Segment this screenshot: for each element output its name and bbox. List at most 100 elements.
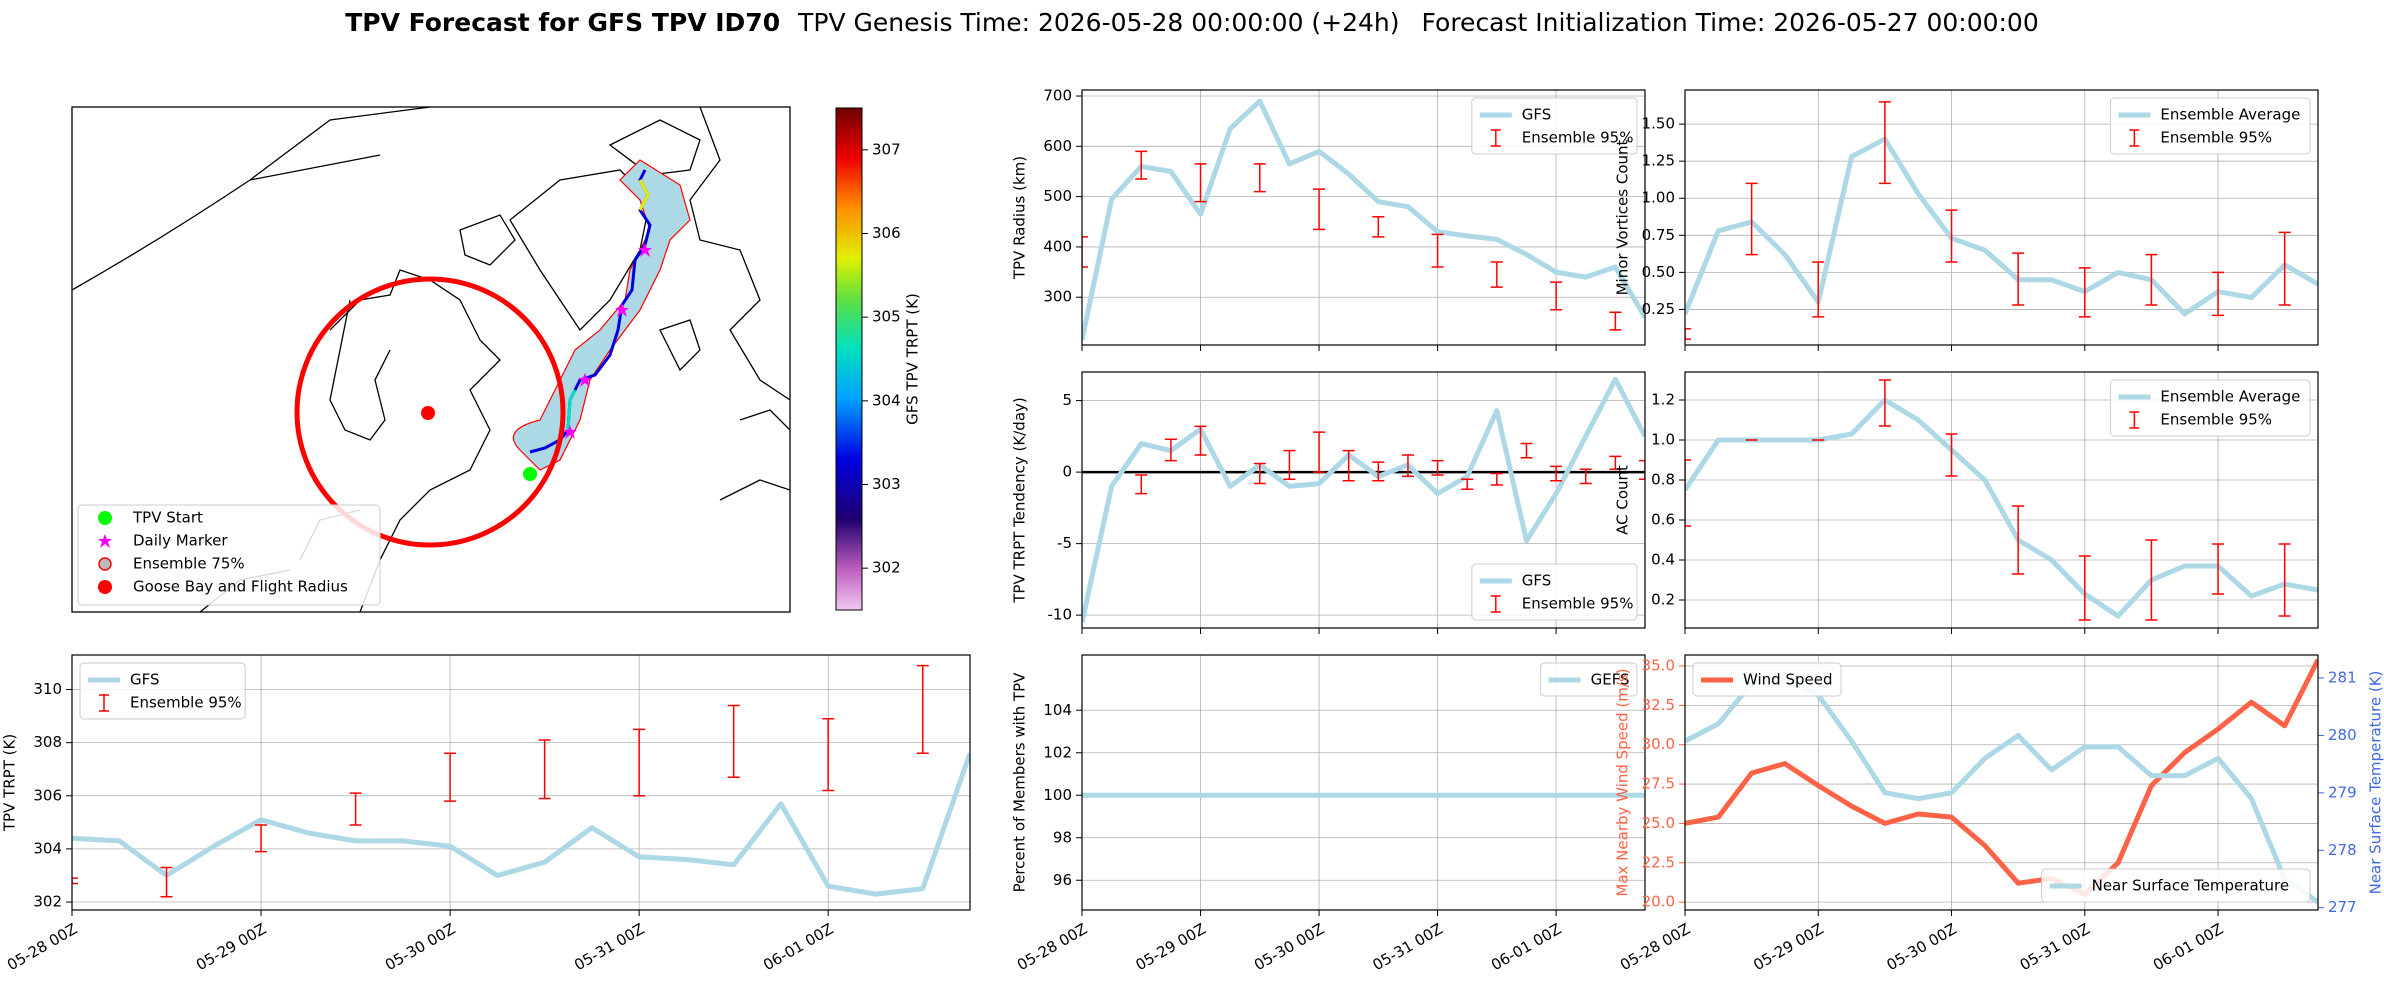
legend-marker [98, 580, 112, 594]
x-tick-label: 05-28 00Z [1014, 920, 1090, 974]
y-axis-label: TPV Radius (km) [1011, 156, 1029, 280]
x-tick-label: 05-29 00Z [1132, 920, 1208, 974]
legend: GFS Ensemble 95% [79, 662, 246, 720]
genesis-time: TPV Genesis Time: 2026-05-28 00:00:00 (+… [797, 8, 1399, 37]
error-bar [916, 664, 929, 755]
x-tick-label: 05-31 00Z [1370, 920, 1446, 974]
daily-marker [563, 425, 577, 439]
y-axis-label: TPV TRPT (K) [1, 734, 19, 832]
y-axis-label: TPV TRPT Tendency (K/day) [1011, 397, 1029, 603]
error-bar [2078, 555, 2091, 621]
y-tick-label: 0.25 [1642, 300, 1675, 318]
error-bar [1253, 163, 1266, 193]
chart: 300 400 500 600 700 TPV Radius (km) GFS Ensembl… [1011, 87, 1646, 351]
error-bar [1685, 327, 1691, 340]
y2-tick-label: 278 [2328, 841, 2357, 859]
x-tick-label: 05-29 00Z [193, 920, 269, 974]
legend-label: GEFS [1591, 671, 1630, 689]
y-tick-label: 1.50 [1642, 115, 1675, 133]
map-legend: TPV Start Daily Marker Ensemble 75% Goos… [77, 504, 381, 606]
error-bar [1609, 311, 1622, 331]
error-bar [1401, 454, 1414, 478]
y-tick-label: 600 [1043, 137, 1072, 155]
y-axis-label: Max Nearby Wind Speed (m/s) [1614, 668, 1632, 896]
y-tick-label: 25.0 [1642, 814, 1675, 832]
colorbar-tick-label: 305 [872, 308, 901, 326]
y-tick-label: 98 [1053, 828, 1072, 846]
y-tick-label: 0.6 [1651, 511, 1675, 529]
error-bar [160, 866, 173, 898]
chart: 96 98 100 102 104 05-28 00Z 05-29 00Z 05-30 00Z… [1011, 654, 1646, 974]
coastline [509, 169, 651, 332]
y-tick-label: 500 [1043, 187, 1072, 205]
title: TPV Forecast for GFS TPV ID70 [345, 8, 780, 37]
coastline [329, 299, 391, 441]
y-tick-label: 304 [33, 839, 62, 857]
legend-box [1471, 563, 1638, 621]
y-tick-label: 20.0 [1642, 893, 1675, 911]
x-tick-label: 05-31 00Z [2017, 920, 2093, 974]
chart: 20.0 22.5 25.0 27.5 30.0 32.5 35.0 277 278 279 280… [1614, 654, 2384, 974]
error-bar [1520, 442, 1533, 459]
y-tick-label: 310 [33, 680, 62, 698]
error-bar [1253, 462, 1266, 485]
y2-tick-label: 281 [2328, 668, 2357, 686]
flight-radius [294, 276, 566, 548]
coastline [72, 107, 431, 291]
chart: -10 -5 0 5 TPV TRPT Tendency (K/day) GFS Ensem… [1011, 371, 1646, 634]
y-tick-label: 300 [1043, 288, 1072, 306]
legend-box [1471, 97, 1638, 155]
y-tick-label: 1.00 [1642, 189, 1675, 207]
error-bar [1313, 431, 1326, 473]
error-bar [1685, 459, 1691, 527]
y2-axis-label: Near Surface Temperature (K) [2367, 671, 2384, 895]
error-bar [1550, 465, 1563, 482]
y-tick-label: -5 [1057, 534, 1072, 552]
error-bar [1164, 438, 1177, 462]
y-tick-label: 5 [1062, 391, 1072, 409]
y-tick-label: 104 [1043, 701, 1072, 719]
colorbar-tick-label: 303 [872, 475, 901, 493]
error-bar [2012, 252, 2025, 306]
plot-frame [71, 654, 971, 911]
legend-label: GFS [1522, 572, 1552, 590]
error-bar [1313, 188, 1326, 231]
legend-box [2041, 868, 2311, 903]
y-tick-label: 308 [33, 733, 62, 751]
error-bar [1194, 163, 1207, 203]
y-tick-label: -10 [1048, 606, 1073, 624]
error-bar [2012, 505, 2025, 575]
legend-box [2109, 97, 2311, 155]
legend-label: Ensemble 95% [1522, 595, 1634, 613]
x-tick-label: 05-30 00Z [1251, 920, 1327, 974]
error-bar [2145, 253, 2158, 306]
legend-symbol [1490, 129, 1501, 147]
error-bar [1461, 478, 1474, 491]
error-bar [538, 739, 551, 800]
error-bar [2212, 543, 2225, 595]
colorbar [835, 107, 863, 611]
error-bar [1082, 236, 1088, 268]
error-bar [1878, 101, 1891, 185]
x-tick-label: 06-01 00Z [760, 920, 836, 974]
error-bar [1135, 474, 1148, 495]
legend-symbol [2129, 129, 2140, 147]
colorbar-tick-label: 302 [872, 559, 901, 577]
error-bar [1878, 379, 1891, 427]
y-tick-label: 35.0 [1642, 657, 1675, 675]
daily-marker [638, 243, 652, 257]
y-tick-label: 96 [1053, 871, 1072, 889]
legend-label: Wind Speed [1743, 671, 1833, 689]
colorbar-tick-label: 304 [872, 391, 901, 409]
legend-box [1540, 662, 1638, 697]
y-tick-label: 30.0 [1642, 735, 1675, 753]
legend-marker [98, 557, 112, 571]
legend-marker [98, 534, 112, 548]
colorbar-label: GFS TPV TRPT (K) [904, 293, 922, 425]
error-bar [1609, 455, 1622, 471]
y2-tick-label: 280 [2328, 726, 2357, 744]
error-bar [1194, 425, 1207, 456]
error-bar [1135, 150, 1148, 180]
error-bar [1812, 261, 1825, 318]
